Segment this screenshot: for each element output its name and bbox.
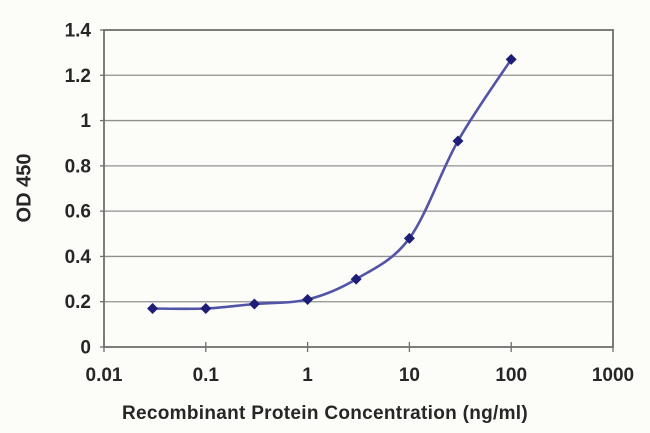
y-tick-label: 1.4: [65, 21, 92, 42]
y-tick-label: 0.6: [65, 202, 91, 223]
x-tick-label: 1000: [592, 365, 634, 386]
x-tick-label: 1: [302, 365, 313, 386]
y-tick-label: 0.4: [65, 247, 92, 268]
y-tick-label: 0.8: [65, 156, 91, 177]
y-tick-label: 1.2: [65, 66, 91, 87]
x-axis-title: Recombinant Protein Concentration (ng/ml…: [121, 403, 529, 424]
data-point-marker: [200, 303, 212, 315]
x-tick-label: 0.1: [193, 365, 220, 386]
series-line: [151, 58, 513, 311]
data-point-marker: [147, 303, 159, 315]
y-tick-label: 1: [80, 111, 91, 132]
data-point-marker: [452, 135, 464, 147]
data-point-marker: [248, 298, 260, 310]
y-tick-label: 0: [80, 338, 91, 359]
data-point-marker: [403, 232, 415, 244]
data-point-marker: [505, 53, 517, 65]
data-point-marker: [350, 273, 362, 285]
y-tick-label: 0.2: [65, 292, 91, 313]
plot-frame: [103, 29, 614, 348]
x-tick-label: 0.01: [86, 365, 123, 386]
y-axis-title: OD 450: [13, 153, 36, 223]
x-tick-label: 10: [399, 365, 420, 386]
x-tick-label: 100: [495, 365, 527, 386]
data-point-marker: [302, 293, 314, 305]
